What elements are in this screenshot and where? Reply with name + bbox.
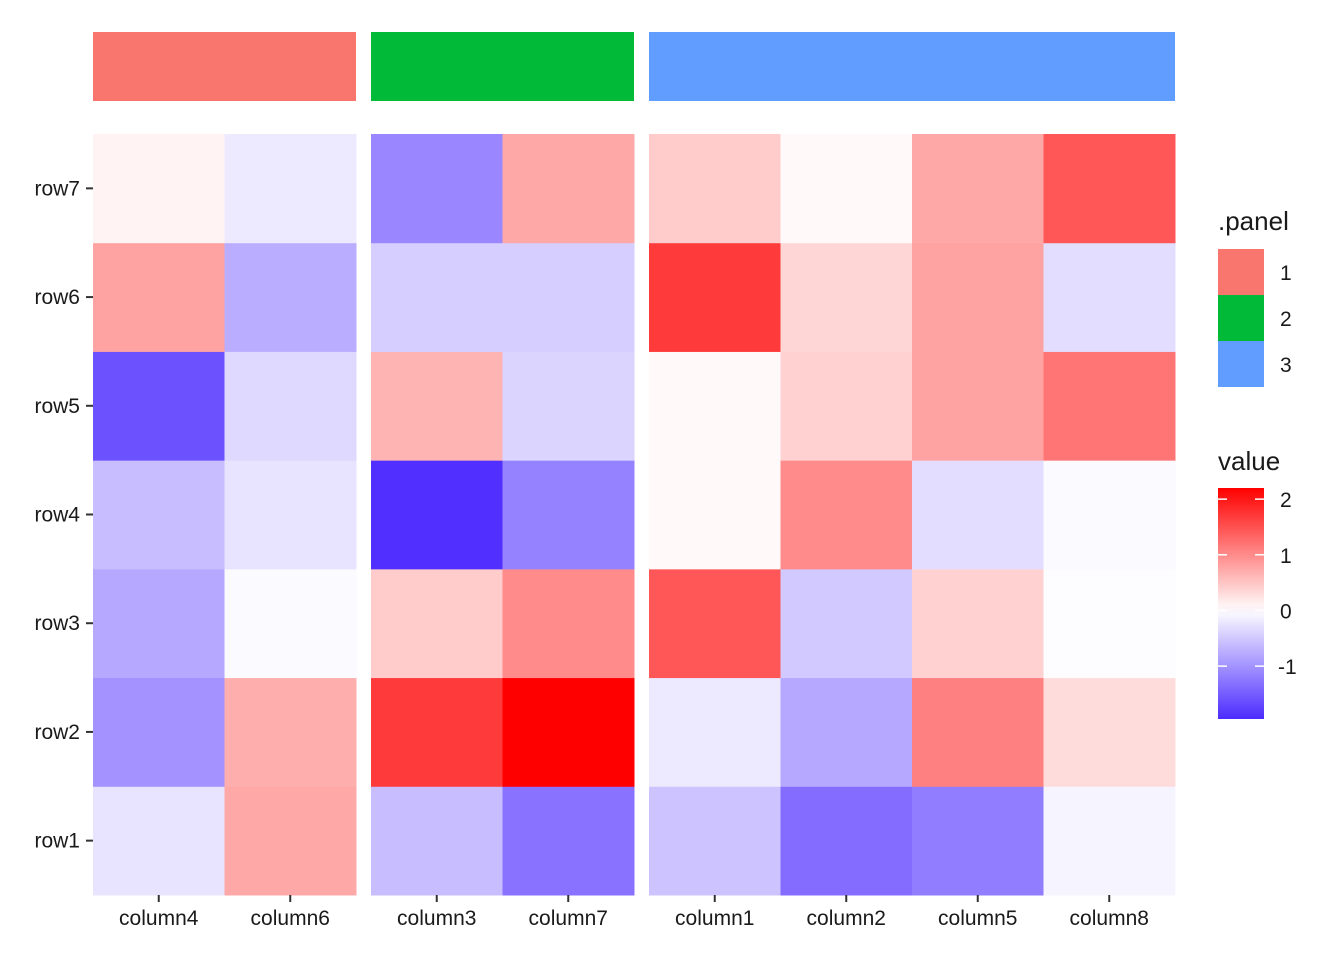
x-tick-label-column3: column3 <box>397 907 476 930</box>
cell-column3-row1 <box>371 786 503 896</box>
cell-column6-row4 <box>224 460 357 570</box>
panel-strip-3 <box>649 32 1175 101</box>
cell-column5-row4 <box>912 460 1044 570</box>
cell-column2-row4 <box>780 460 913 570</box>
cell-column4-row5 <box>93 351 225 461</box>
x-tick-label-column2: column2 <box>807 907 886 930</box>
cell-column5-row1 <box>912 786 1044 896</box>
cell-column2-row3 <box>780 568 913 679</box>
cell-column6-row3 <box>224 568 357 679</box>
value-legend-title: value <box>1218 446 1280 476</box>
cell-column6-row2 <box>224 677 357 787</box>
value-legend-label-0: 0 <box>1280 600 1292 623</box>
cell-column1-row2 <box>649 677 781 787</box>
cell-column4-row4 <box>93 460 225 570</box>
cell-column4-row6 <box>93 242 225 352</box>
panel-annotation-strips <box>93 32 1175 101</box>
cell-column7-row1 <box>502 786 635 896</box>
cell-column2-row5 <box>780 351 913 461</box>
cell-column1-row4 <box>649 460 781 570</box>
cell-column8-row5 <box>1043 351 1176 461</box>
cell-column6-row5 <box>224 351 357 461</box>
value-legend-label-2: 2 <box>1280 489 1292 512</box>
panel-strip-1 <box>93 32 356 101</box>
panel-legend-label-3: 3 <box>1280 354 1292 377</box>
y-tick-label-row7: row7 <box>34 177 80 200</box>
cell-column3-row5 <box>371 351 503 461</box>
cell-column5-row7 <box>912 134 1044 244</box>
cell-column7-row5 <box>502 351 635 461</box>
cell-column5-row5 <box>912 351 1044 461</box>
cell-column2-row1 <box>780 786 913 896</box>
cell-column5-row6 <box>912 242 1044 352</box>
x-axis: column4 column6 column3 column7 column1 colum… <box>119 895 1149 930</box>
y-tick-label-row3: row3 <box>34 612 80 635</box>
cell-column8-row4 <box>1043 460 1176 570</box>
panel-legend-label-2: 2 <box>1280 308 1292 331</box>
cell-column1-row3 <box>649 568 781 679</box>
cell-column8-row3 <box>1043 568 1176 679</box>
panel-legend-key-2 <box>1218 295 1264 341</box>
cell-column4-row7 <box>93 134 225 244</box>
y-tick-label-row4: row4 <box>34 504 80 527</box>
value-legend-label-1: 1 <box>1280 545 1292 568</box>
x-tick-label-column7: column7 <box>529 907 608 930</box>
y-tick-label-row1: row1 <box>34 830 80 853</box>
cell-column3-row3 <box>371 568 503 679</box>
cell-column7-row2 <box>502 677 635 787</box>
panel-legend: .panel 1 2 3 <box>1218 206 1292 387</box>
panel-strip-2 <box>371 32 634 101</box>
panel-legend-key-1 <box>1218 249 1264 295</box>
cell-column8-row6 <box>1043 242 1176 352</box>
cell-column8-row1 <box>1043 786 1176 896</box>
y-tick-label-row5: row5 <box>34 395 80 418</box>
cell-column2-row2 <box>780 677 913 787</box>
cell-column3-row4 <box>371 460 503 570</box>
heatmap-cells <box>93 134 1176 896</box>
x-tick-label-column6: column6 <box>251 907 330 930</box>
cell-column4-row2 <box>93 677 225 787</box>
x-tick-label-column5: column5 <box>938 907 1017 930</box>
cell-column8-row7 <box>1043 134 1176 244</box>
x-tick-label-column1: column1 <box>675 907 754 930</box>
cell-column1-row7 <box>649 134 781 244</box>
cell-column7-row7 <box>502 134 635 244</box>
cell-column3-row6 <box>371 242 503 352</box>
cell-column3-row2 <box>371 677 503 787</box>
cell-column8-row2 <box>1043 677 1176 787</box>
x-tick-label-column4: column4 <box>119 907 199 930</box>
cell-column6-row7 <box>224 134 357 244</box>
panel-legend-key-3 <box>1218 341 1264 387</box>
panel-legend-title: .panel <box>1218 206 1289 236</box>
value-colorbar <box>1218 488 1264 719</box>
cell-column7-row4 <box>502 460 635 570</box>
cell-column2-row7 <box>780 134 913 244</box>
value-legend: value 2 1 0 -1 <box>1218 446 1297 719</box>
cell-column4-row3 <box>93 568 225 679</box>
value-legend-label--1: -1 <box>1278 656 1297 679</box>
cell-column1-row5 <box>649 351 781 461</box>
cell-column1-row1 <box>649 786 781 896</box>
cell-column7-row6 <box>502 242 635 352</box>
cell-column2-row6 <box>780 242 913 352</box>
y-tick-label-row6: row6 <box>34 286 80 309</box>
y-tick-label-row2: row2 <box>34 721 80 744</box>
cell-column7-row3 <box>502 568 635 679</box>
cell-column6-row1 <box>224 786 357 896</box>
x-tick-label-column8: column8 <box>1070 907 1149 930</box>
y-axis: row1 row2 row3 row4 row5 row6 row7 <box>34 177 93 853</box>
cell-column4-row1 <box>93 786 225 896</box>
cell-column5-row3 <box>912 568 1044 679</box>
cell-column3-row7 <box>371 134 503 244</box>
cell-column5-row2 <box>912 677 1044 787</box>
panel-legend-label-1: 1 <box>1280 262 1292 285</box>
cell-column6-row6 <box>224 242 357 352</box>
cell-column1-row6 <box>649 242 781 352</box>
